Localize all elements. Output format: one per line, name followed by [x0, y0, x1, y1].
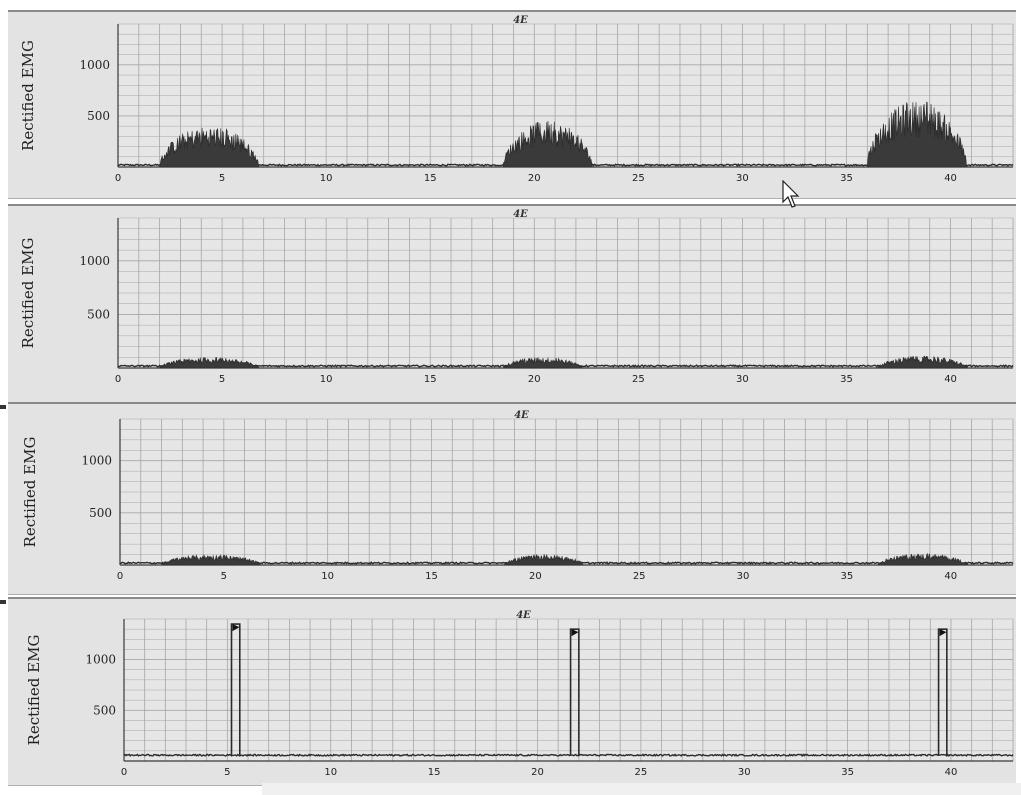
x-tick-label: 40 [944, 173, 957, 184]
x-tick-label: 20 [528, 374, 541, 385]
x-tick-label: 5 [224, 767, 230, 778]
x-tick-label: 20 [529, 571, 542, 582]
pulse-flag-marker [232, 624, 240, 632]
chart-svg: 4E Rectified EMG 500 1000 0 5 10 15 20 25 30 35 40 [21, 410, 1014, 582]
emg-panel-1: 4E Rectified EMG 500 1000 0 5 10 15 20 25 30 35 40 [8, 10, 1016, 199]
x-tick-label: 40 [944, 571, 957, 582]
x-tick-label: 35 [840, 173, 853, 184]
y-axis-label: Rectified EMG [19, 238, 37, 349]
x-tick-label: 10 [324, 767, 337, 778]
x-tick-label: 30 [737, 571, 750, 582]
panel-header: 4E [516, 610, 531, 621]
x-tick-label: 35 [841, 767, 854, 778]
emg-burst-2 [502, 120, 597, 168]
pulse-flag-marker [939, 629, 947, 637]
x-tick-label: 25 [632, 173, 645, 184]
y-axis-label: Rectified EMG [25, 635, 43, 746]
x-tick-label: 5 [221, 571, 227, 582]
x-tick-label: 25 [633, 571, 646, 582]
x-tick-label: 5 [219, 173, 225, 184]
panel-header: 4E [513, 15, 528, 26]
pulse-flag-marker [571, 629, 579, 637]
emg-burst-3 [866, 101, 972, 168]
x-tick-label: 30 [736, 173, 749, 184]
y-tick-label: 1000 [79, 254, 110, 268]
x-tick-label: 25 [632, 374, 645, 385]
panel-header: 4E [513, 209, 528, 220]
x-tick-label: 30 [736, 374, 749, 385]
baseline-trace [123, 753, 1014, 758]
y-tick-label: 1000 [81, 454, 112, 468]
emg-panel-2: 4E Rectified EMG 500 1000 0 5 10 15 20 25 30 35 40 [8, 204, 1016, 403]
emg-panel-4: 4E Rectified EMG 500 1000 0 5 10 15 20 25 30 35 40 [8, 597, 1016, 786]
y-tick-label: 500 [89, 506, 112, 520]
emg-burst-1 [159, 127, 264, 168]
emg-burst-3 [877, 552, 972, 566]
x-tick-label: 10 [320, 173, 333, 184]
y-tick-label: 500 [87, 307, 110, 321]
chart-svg: 4E Rectified EMG 500 1000 0 5 10 15 20 25 30 35 40 [19, 15, 1014, 184]
emg-panel-3: 4E Rectified EMG 500 1000 0 5 10 15 20 25 30 35 40 [8, 402, 1016, 595]
emg-burst-2 [502, 357, 587, 369]
x-tick-label: 35 [840, 571, 853, 582]
chart-svg: 4E Rectified EMG 500 1000 0 5 10 15 20 25 30 35 40 [19, 209, 1014, 385]
emg-pulse-1 [230, 623, 241, 756]
x-tick-label: 30 [738, 767, 751, 778]
x-tick-label: 10 [320, 374, 333, 385]
emg-burst-3 [877, 355, 972, 369]
emg-burst-1 [158, 357, 264, 369]
y-tick-label: 500 [93, 703, 116, 717]
x-tick-label: 40 [945, 767, 958, 778]
x-tick-label: 15 [424, 374, 437, 385]
y-tick-label: 500 [87, 109, 110, 123]
panel-marker [0, 405, 6, 409]
emg-burst-2 [503, 553, 588, 566]
x-tick-label: 0 [115, 173, 121, 184]
emg-pulse-3 [937, 628, 948, 756]
emg-pulse-2 [569, 628, 580, 756]
panel-marker [0, 600, 6, 604]
x-tick-label: 40 [944, 374, 957, 385]
x-tick-label: 20 [528, 173, 541, 184]
x-tick-label: 25 [634, 767, 647, 778]
arrow-cursor-icon [782, 179, 800, 214]
panel-header: 4E [514, 410, 529, 421]
x-tick-label: 15 [424, 173, 437, 184]
y-tick-label: 1000 [79, 58, 110, 72]
x-tick-label: 35 [840, 374, 853, 385]
x-tick-label: 0 [117, 571, 123, 582]
x-tick-label: 20 [531, 767, 544, 778]
y-axis-label: Rectified EMG [21, 437, 39, 548]
x-tick-label: 0 [115, 374, 121, 385]
x-tick-label: 10 [321, 571, 334, 582]
chart-svg: 4E Rectified EMG 500 1000 0 5 10 15 20 25 30 35 40 [25, 610, 1014, 778]
x-tick-label: 0 [121, 767, 127, 778]
emg-burst-1 [160, 554, 266, 566]
y-axis-label: Rectified EMG [19, 40, 37, 151]
x-tick-label: 15 [425, 571, 438, 582]
y-tick-label: 1000 [85, 653, 116, 667]
x-tick-label: 15 [428, 767, 441, 778]
bottom-status-strip [262, 783, 1021, 795]
x-tick-label: 5 [219, 374, 225, 385]
